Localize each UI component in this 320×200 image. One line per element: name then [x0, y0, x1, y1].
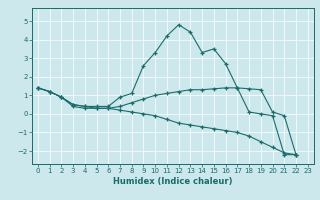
X-axis label: Humidex (Indice chaleur): Humidex (Indice chaleur)	[113, 177, 233, 186]
